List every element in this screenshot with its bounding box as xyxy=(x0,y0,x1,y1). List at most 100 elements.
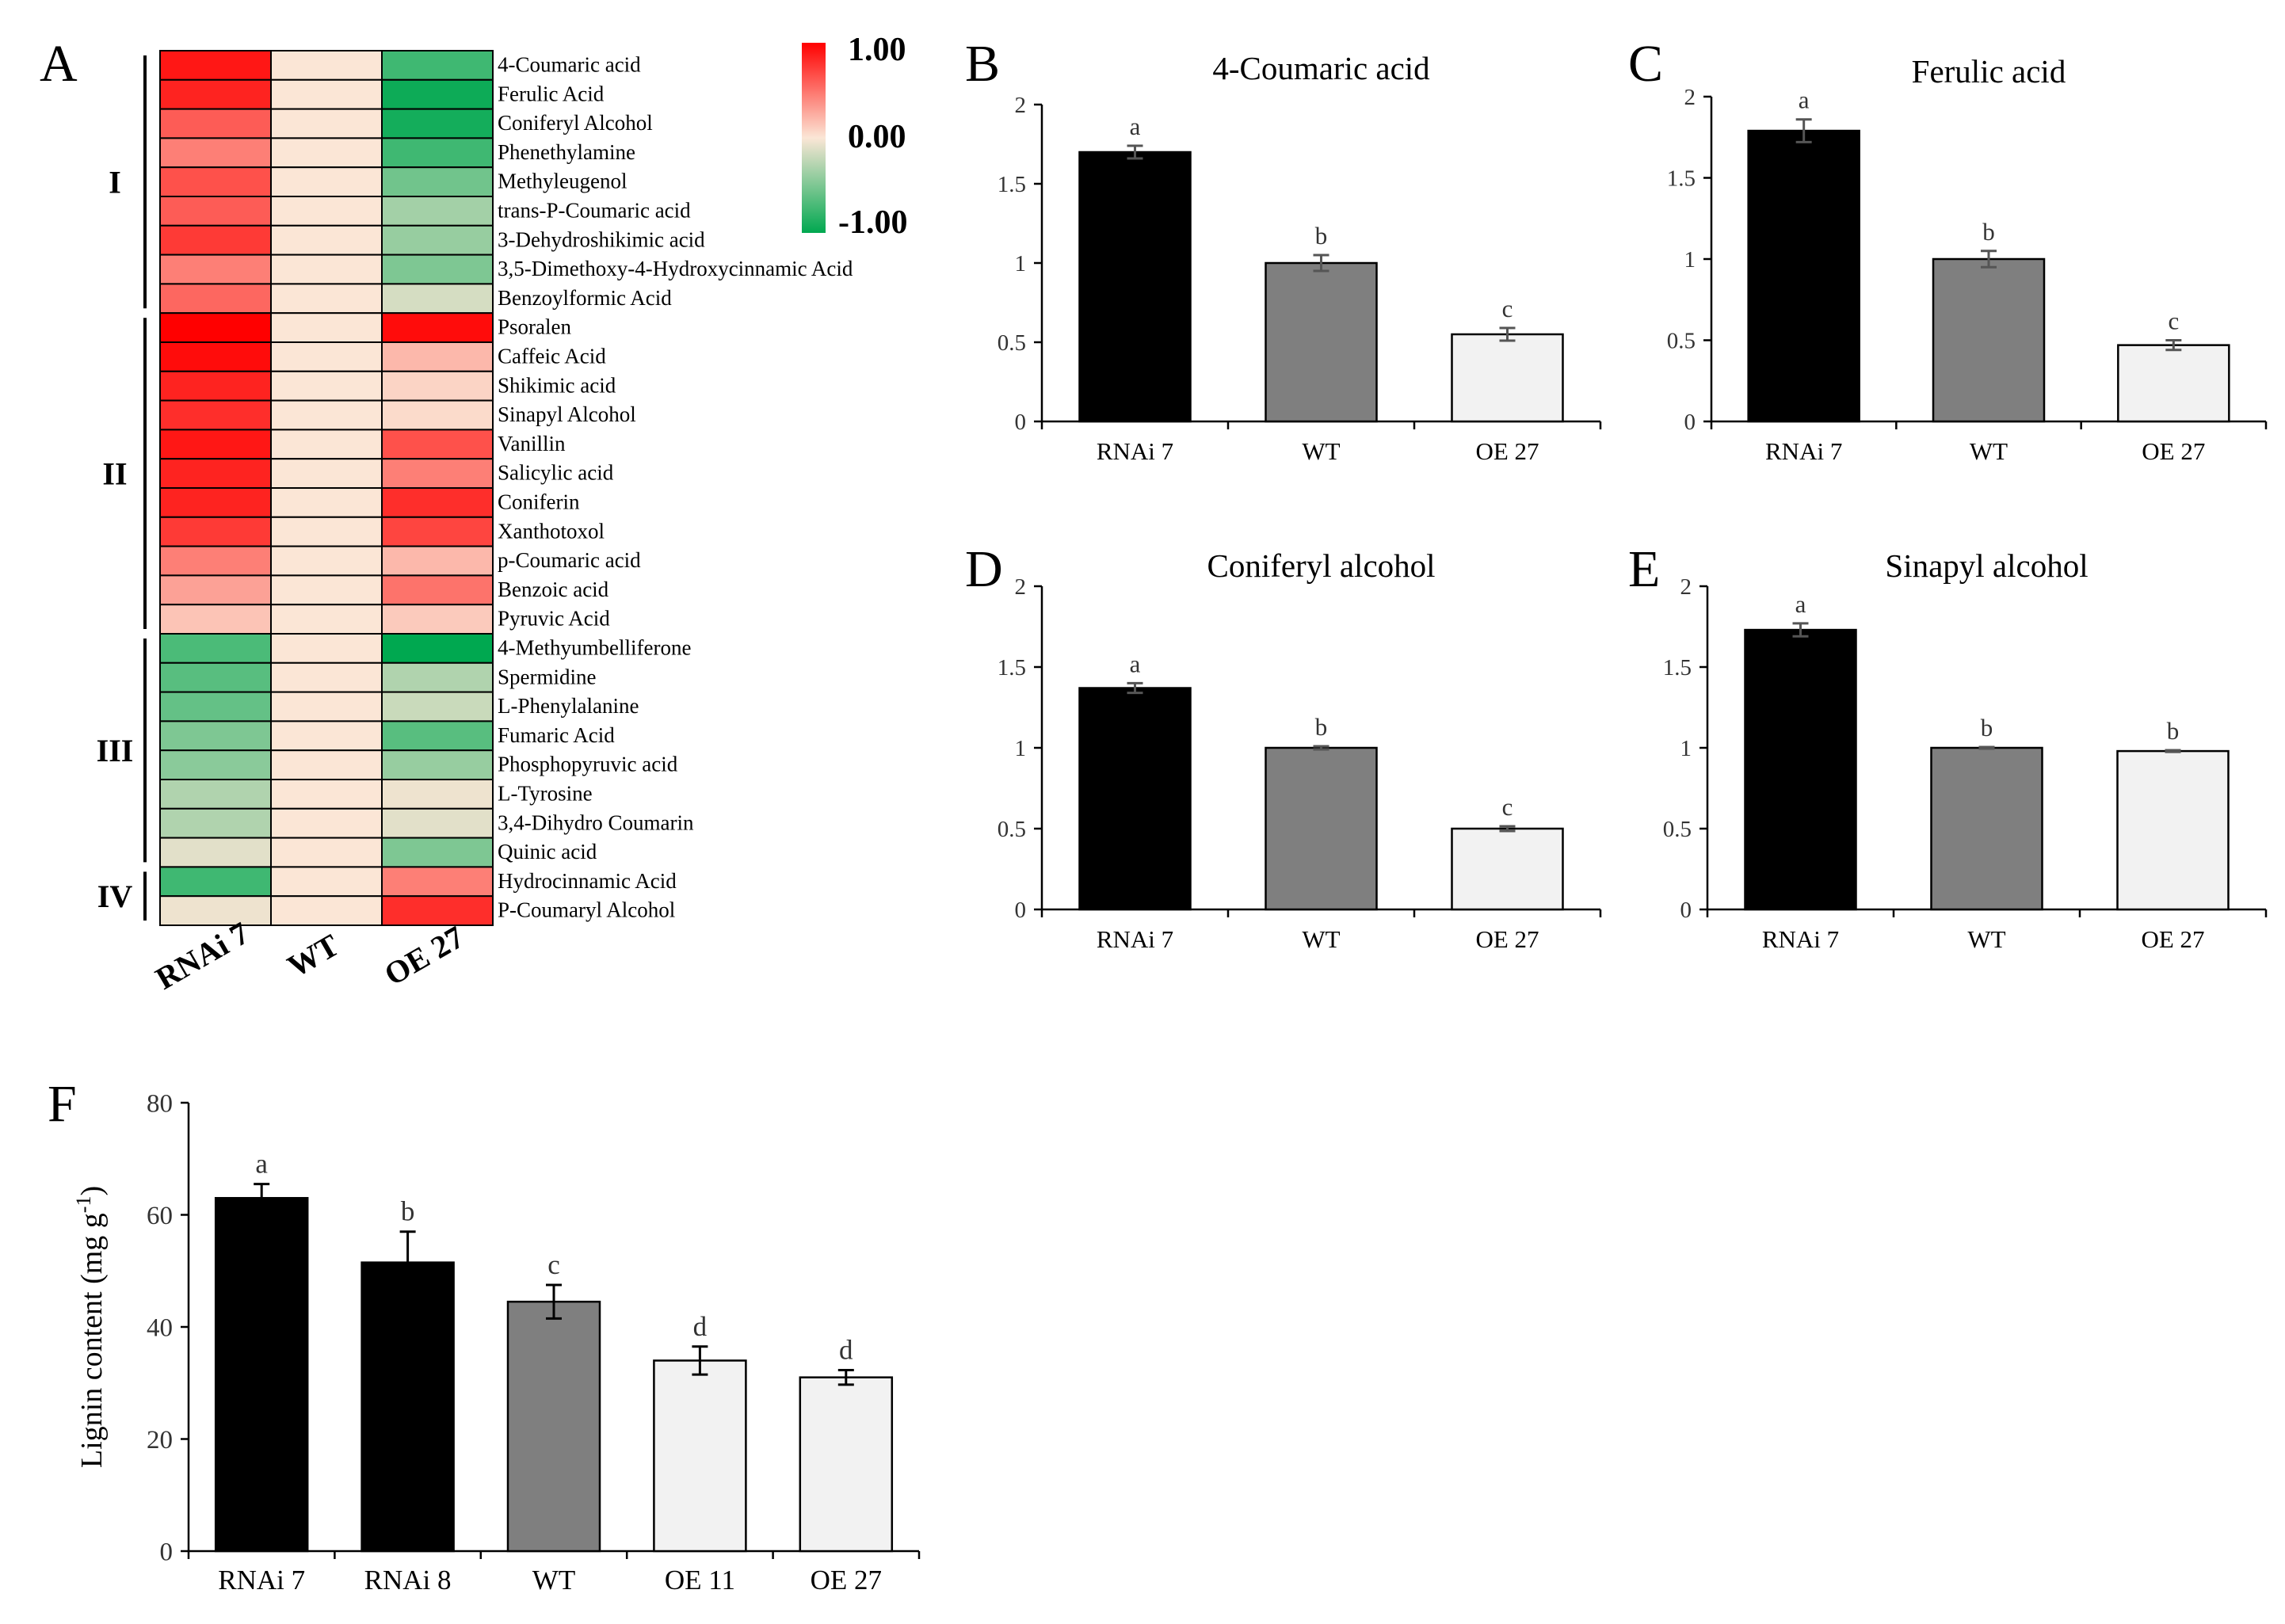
heatmap-cell xyxy=(159,283,272,315)
bar xyxy=(1744,628,1857,911)
heatmap-cell xyxy=(381,78,494,110)
heatmap-row: Vanillin xyxy=(159,429,566,460)
heatmap-row-label: p-Coumaric acid xyxy=(498,548,641,572)
heatmap-cell xyxy=(159,779,272,810)
y-tick-label: 0 xyxy=(1684,410,1696,435)
panel-label: C xyxy=(1628,35,1663,93)
heatmap-row: Phosphopyruvic acid xyxy=(159,749,678,781)
group-label: II xyxy=(102,456,127,492)
heatmap-row: 4-Methyumbelliferone xyxy=(159,633,691,664)
heatmap-cell xyxy=(159,895,272,926)
heatmap-cell xyxy=(159,691,272,722)
heatmap-cell xyxy=(270,720,383,752)
panel-label: B xyxy=(965,35,1000,93)
heatmap-row: Coniferin xyxy=(159,487,580,518)
heatmap-row-label: 3,4-Dihydro Coumarin xyxy=(498,810,694,834)
heatmap-cell xyxy=(270,50,383,81)
heatmap-row: Psoralen xyxy=(159,312,571,344)
heatmap-row-label: Pyruvic Acid xyxy=(498,607,610,631)
heatmap-row-label: Benzoylformic Acid xyxy=(498,286,672,310)
heatmap-cell xyxy=(381,254,494,285)
heatmap-cell xyxy=(270,224,383,256)
y-tick-label: 1 xyxy=(1015,251,1027,276)
bar xyxy=(1265,261,1378,423)
y-tick-label: 20 xyxy=(147,1426,173,1454)
heatmap-cell xyxy=(381,196,494,227)
heatmap-cell xyxy=(159,458,272,490)
heatmap-cell xyxy=(381,633,494,664)
significance-letter: c xyxy=(547,1249,560,1280)
color-scale-bar xyxy=(802,43,826,233)
chart-title: Ferulic acid xyxy=(1912,53,2066,90)
heatmap-cell xyxy=(381,166,494,197)
significance-letter: b xyxy=(401,1196,415,1227)
significance-letter: b xyxy=(1315,222,1328,250)
heatmap-cell xyxy=(159,224,272,256)
y-tick-label: 0 xyxy=(1015,898,1027,923)
significance-letter: c xyxy=(1502,295,1513,322)
bar xyxy=(1451,827,1564,911)
heatmap-cell xyxy=(381,779,494,810)
heatmap-cell xyxy=(381,661,494,693)
heatmap-cell xyxy=(270,341,383,372)
bar xyxy=(2117,344,2230,423)
x-tick-label: OE 27 xyxy=(1475,925,1539,953)
heatmap-row: Methyleugenol xyxy=(159,166,627,197)
heatmap-cell xyxy=(159,137,272,169)
heatmap-row-label: Caffeic Acid xyxy=(498,344,606,368)
heatmap-cell xyxy=(381,399,494,431)
heatmap-cell xyxy=(381,545,494,577)
bar xyxy=(799,1376,894,1553)
chart-title: Sinapyl alcohol xyxy=(1885,547,2088,584)
heatmap-row-label: 4-Coumaric acid xyxy=(498,52,641,76)
heatmap-row: Spermidine xyxy=(159,661,596,693)
heatmap-cell xyxy=(381,691,494,722)
y-axis-label-main: Lignin content (mg g xyxy=(75,1213,109,1468)
heatmap-cell xyxy=(159,574,272,606)
heatmap-row: Ferulic Acid xyxy=(159,78,605,110)
y-tick-label: 0.5 xyxy=(1667,329,1696,354)
x-tick-label: OE 11 xyxy=(665,1565,735,1595)
heatmap-cell xyxy=(270,749,383,781)
significance-letter: d xyxy=(693,1311,708,1342)
heatmap-row-label: Fumaric Acid xyxy=(498,723,615,747)
heatmap-cell xyxy=(159,633,272,664)
heatmap-row-label: Ferulic Acid xyxy=(498,82,605,105)
heatmap-cell xyxy=(270,895,383,926)
heatmap-cell xyxy=(270,196,383,227)
significance-letter: a xyxy=(1795,590,1806,618)
bar-panel-b: B 4-Coumaric acid 0 0.5 1 1.5 2 a RNAi 7 b WT c OE 2… xyxy=(965,35,1602,465)
panel-label: F xyxy=(48,1075,77,1133)
bar xyxy=(1451,333,1564,423)
bar-panel-d: D Coniferyl alcohol 0 0.5 1 1.5 2 a RNAi 7 b WT c OE… xyxy=(965,540,1602,953)
heatmap-row-label: Methyleugenol xyxy=(498,170,627,193)
x-tick-label: WT xyxy=(532,1565,575,1595)
bar xyxy=(1747,129,1860,423)
x-tick-label: RNAi 7 xyxy=(218,1565,305,1595)
significance-letter: a xyxy=(1799,86,1810,114)
heatmap-cell xyxy=(270,837,383,868)
y-tick-label: 1.5 xyxy=(998,655,1026,680)
x-tick-label: OE 27 xyxy=(811,1565,882,1595)
heatmap-row-label: P-Coumaryl Alcohol xyxy=(498,898,675,922)
heatmap-cell xyxy=(270,254,383,285)
y-tick-label: 0.5 xyxy=(1663,817,1692,842)
group-label: III xyxy=(97,733,134,768)
heatmap-cell xyxy=(381,108,494,139)
x-tick-label: RNAi 7 xyxy=(1097,437,1173,465)
heatmap-cell xyxy=(381,50,494,81)
bar xyxy=(653,1359,747,1553)
y-tick-label: 60 xyxy=(147,1202,173,1230)
heatmap-cell xyxy=(159,749,272,781)
heatmap-cell xyxy=(159,661,272,693)
significance-letter: c xyxy=(2168,307,2179,335)
heatmap-cell xyxy=(270,545,383,577)
bar xyxy=(1932,257,2046,423)
y-tick-label: 2 xyxy=(1015,93,1027,118)
heatmap-cell xyxy=(270,78,383,110)
y-tick-label: 1.5 xyxy=(998,172,1026,197)
y-tick-label: 0.5 xyxy=(998,817,1026,842)
y-tick-label: 80 xyxy=(147,1090,173,1119)
heatmap-cell xyxy=(270,691,383,722)
